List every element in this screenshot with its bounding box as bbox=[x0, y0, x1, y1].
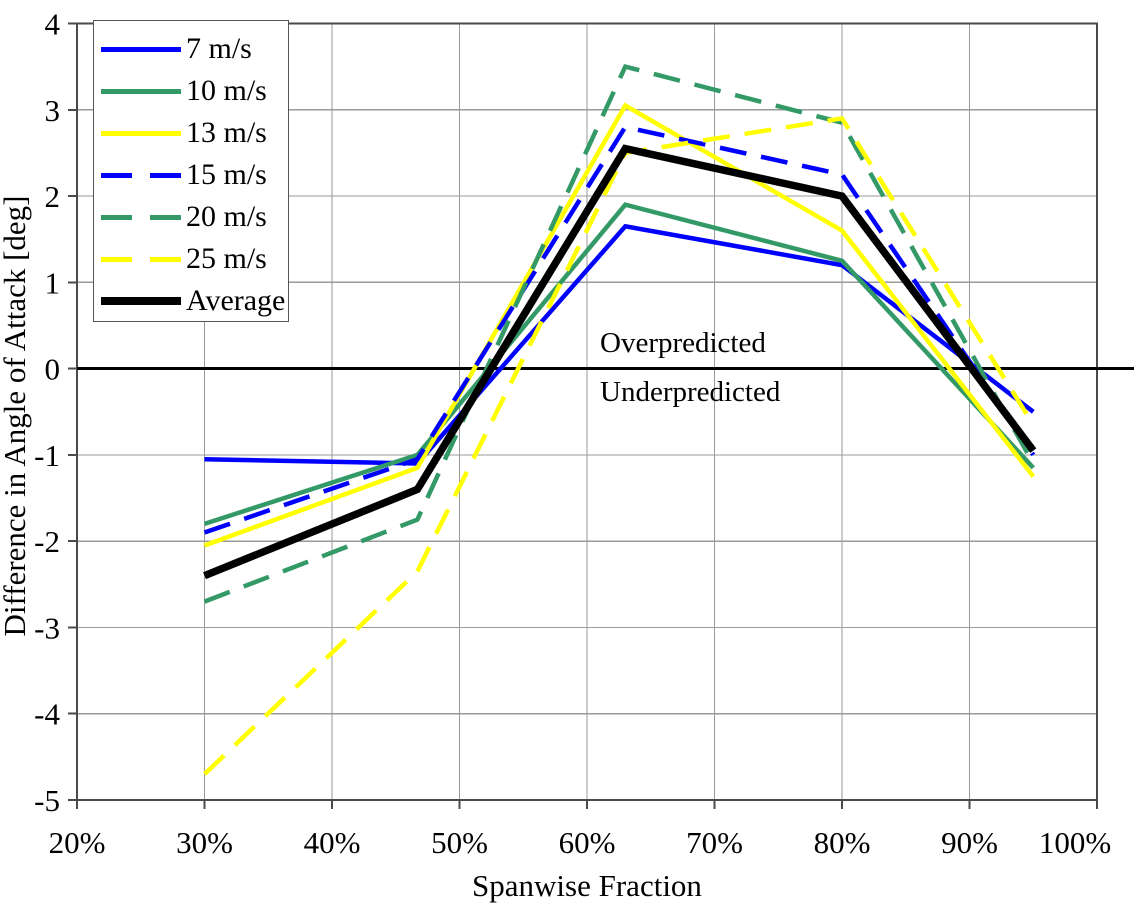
annotation-overpredicted: Overpredicted bbox=[600, 327, 766, 359]
y-tick-label: -3 bbox=[34, 610, 60, 645]
legend-line-sample bbox=[101, 297, 181, 305]
legend: 7 m/s 10 m/s 13 m/s 15 m/s 20 m/s 25 m/s Avera… bbox=[93, 20, 289, 322]
x-tick-label: 20% bbox=[49, 825, 106, 860]
x-tick-label: 40% bbox=[304, 825, 361, 860]
legend-label: 10 m/s bbox=[186, 74, 267, 107]
x-tick-label: 70% bbox=[686, 825, 743, 860]
series-line-13-m-s bbox=[203, 102, 1036, 548]
legend-label: 20 m/s bbox=[186, 200, 267, 233]
legend-line-sample bbox=[101, 172, 181, 178]
legend-label: 13 m/s bbox=[186, 116, 267, 149]
annotation-underpredicted: Underpredicted bbox=[600, 376, 781, 408]
x-axis-title: Spanwise Fraction bbox=[472, 868, 702, 903]
x-tick-label: 90% bbox=[941, 825, 998, 860]
legend-item: 20 m/s bbox=[94, 196, 288, 238]
y-tick-label: 0 bbox=[45, 352, 61, 387]
x-tick-label: 80% bbox=[814, 825, 871, 860]
x-tick-label: 50% bbox=[431, 825, 488, 860]
legend-label: 25 m/s bbox=[186, 242, 267, 275]
y-tick-label: 1 bbox=[45, 265, 61, 300]
legend-item: 25 m/s bbox=[94, 238, 288, 280]
legend-label: Average bbox=[186, 284, 286, 317]
series-line-10-m-s bbox=[203, 202, 1035, 527]
y-tick-label: -5 bbox=[34, 783, 60, 818]
y-tick-label: 2 bbox=[45, 179, 61, 214]
legend-label: 7 m/s bbox=[186, 32, 252, 65]
x-tick-label: 60% bbox=[559, 825, 616, 860]
legend-line-sample bbox=[101, 256, 181, 262]
y-tick-label: -2 bbox=[34, 524, 60, 559]
legend-label: 15 m/s bbox=[186, 158, 267, 191]
legend-line-sample bbox=[101, 130, 181, 136]
legend-item: Average bbox=[94, 280, 288, 322]
x-tick-label: 100% bbox=[1039, 825, 1111, 860]
series-line-20-m-s bbox=[203, 63, 1036, 604]
series-line-15-m-s bbox=[203, 124, 1036, 535]
legend-item: 10 m/s bbox=[94, 70, 288, 112]
legend-item: 13 m/s bbox=[94, 112, 288, 154]
y-tick-label: 4 bbox=[45, 7, 61, 42]
y-tick-label: -4 bbox=[34, 697, 60, 732]
x-tick-label: 30% bbox=[176, 825, 233, 860]
y-tick-label: -1 bbox=[34, 438, 60, 473]
legend-line-sample bbox=[101, 88, 181, 94]
y-tick-label: 3 bbox=[45, 93, 61, 128]
legend-item: 15 m/s bbox=[94, 154, 288, 196]
y-axis-title: Difference in Angle of Attack [deg] bbox=[0, 195, 32, 637]
legend-item: 7 m/s bbox=[94, 28, 288, 70]
legend-line-sample bbox=[101, 46, 181, 52]
legend-line-sample bbox=[101, 214, 181, 220]
series-line-25-m-s bbox=[202, 115, 1036, 776]
series-line-average bbox=[203, 144, 1037, 580]
